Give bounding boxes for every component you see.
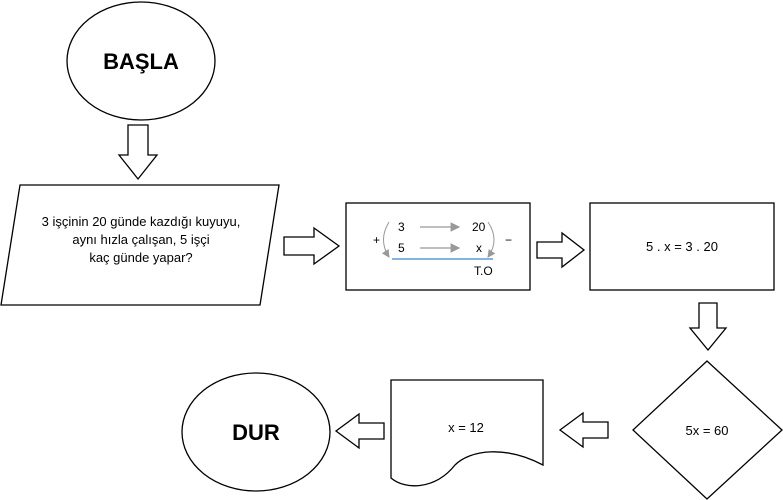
- arrow-down-2: [688, 302, 728, 352]
- ratio-type: T.O: [474, 264, 493, 278]
- end-label: DUR: [232, 420, 280, 445]
- ratio-row2-right: x: [476, 241, 482, 255]
- equation-label: 5 . x = 3 . 20: [646, 239, 718, 254]
- arrow-right-2: [536, 231, 586, 269]
- input-line-1: 3 işçinin 20 günde kazdığı kuyuyu,: [42, 214, 241, 229]
- start-node: BAŞLA: [66, 1, 216, 121]
- input-line-2: aynı hızla çalışan, 5 işçi: [72, 232, 209, 247]
- plus-sign: +: [373, 233, 380, 247]
- input-node: 3 işçinin 20 günde kazdığı kuyuyu, aynı …: [0, 184, 280, 306]
- arrow-right-1: [283, 226, 341, 266]
- arrow-down-1: [117, 124, 159, 181]
- start-label: BAŞLA: [103, 49, 179, 74]
- output-node: x = 12: [390, 379, 544, 487]
- minus-sign: −: [505, 233, 512, 247]
- input-line-3: kaç günde yapar?: [89, 250, 192, 265]
- equation-node: 5 . x = 3 . 20: [589, 202, 775, 291]
- end-node: DUR: [181, 372, 331, 492]
- output-label: x = 12: [448, 420, 484, 435]
- decision-label: 5x = 60: [685, 423, 728, 438]
- right-curve-arrow: [487, 221, 496, 258]
- ratio-node: + − 3 20 5 x T.O: [345, 202, 531, 291]
- left-curve-arrow: [381, 221, 390, 258]
- ratio-row1-left: 3: [398, 220, 405, 234]
- arrow-left-1: [558, 411, 609, 449]
- ratio-row1-right: 20: [472, 220, 486, 234]
- ratio-row2-left: 5: [398, 241, 405, 255]
- decision-node: 5x = 60: [632, 360, 783, 500]
- arrow-left-2: [334, 412, 385, 450]
